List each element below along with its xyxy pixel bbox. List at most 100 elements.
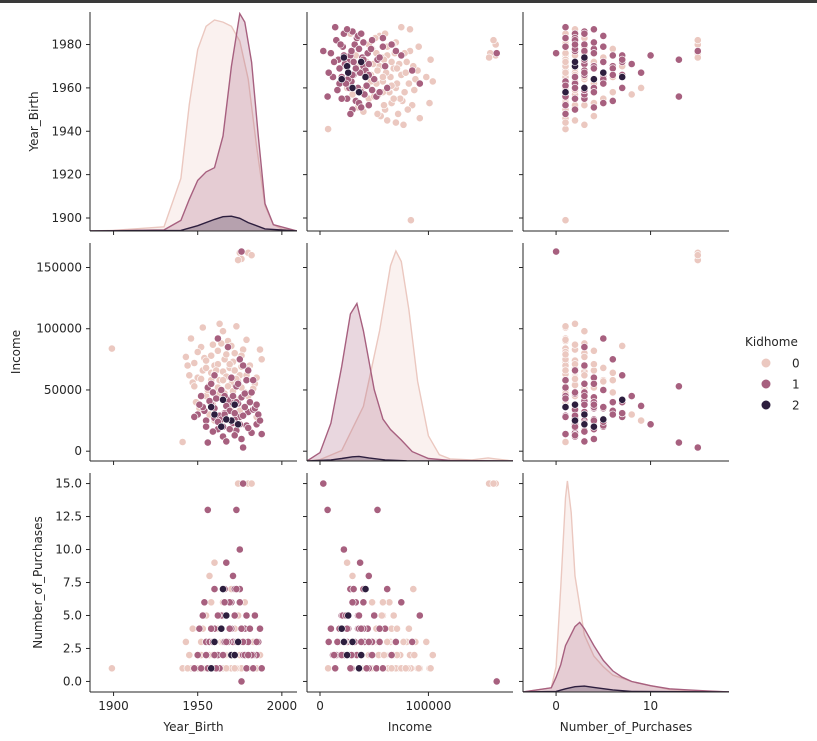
scatter-point: [618, 341, 627, 350]
kde-line-Income-kidhome-1: [307, 301, 513, 461]
scatter-point: [571, 58, 579, 66]
scatter-point: [242, 664, 251, 673]
scatter-point: [242, 335, 251, 344]
scatter-point: [256, 416, 264, 425]
scatter-point: [375, 88, 384, 97]
scatter-point: [637, 84, 645, 92]
scatter-point: [207, 598, 216, 607]
scatter-point: [373, 505, 382, 514]
scatter-point: [561, 366, 570, 375]
scatter-point: [561, 216, 570, 225]
scatter-point: [608, 355, 617, 364]
scatter-point: [618, 84, 627, 92]
scatter-point: [227, 373, 236, 382]
scatter-point: [608, 376, 617, 385]
scatter-point: [580, 327, 589, 336]
scatter-point: [344, 68, 353, 77]
scatter-point: [357, 29, 366, 38]
y-tick-label: 1940: [51, 124, 82, 138]
scatter-point: [409, 585, 418, 593]
scatter-point: [378, 34, 387, 42]
scatter-point: [219, 651, 227, 659]
scatter-point: [230, 366, 239, 375]
scatter-point: [561, 42, 570, 51]
scatter-point: [222, 611, 231, 620]
scatter-point: [580, 53, 589, 62]
scatter-point: [230, 400, 239, 409]
kde-fill-Income-kidhome-1: [307, 303, 513, 461]
panel-content: [552, 247, 702, 452]
scatter-point: [599, 68, 608, 77]
scatter-point: [208, 427, 217, 436]
scatter-point: [356, 558, 364, 567]
scatter-point: [234, 638, 242, 646]
scatter-point: [239, 443, 247, 452]
panel-Year_Birth-vs-Income: [303, 12, 513, 235]
scatter-point: [185, 651, 194, 659]
scatter-point: [608, 64, 617, 73]
scatter-point: [422, 73, 431, 81]
panel-content: [552, 23, 702, 225]
scatter-point: [349, 585, 358, 593]
scatter-point: [339, 53, 348, 62]
scatter-point: [580, 427, 589, 436]
scatter-point: [232, 505, 241, 514]
x-axis-label-Year_Birth: Year_Birth: [162, 720, 223, 734]
scatter-point: [627, 90, 636, 99]
y-tick-label: 50000: [44, 383, 82, 397]
y-tick-label: 1900: [51, 211, 82, 225]
scatter-point: [335, 64, 344, 73]
scatter-point: [361, 585, 370, 593]
scatter-point: [188, 624, 197, 633]
x-tick-label: 0: [552, 699, 560, 713]
scatter-point: [415, 79, 424, 88]
scatter-point: [410, 651, 419, 659]
scatter-point: [237, 624, 246, 633]
scatter-point: [324, 68, 333, 77]
panel-Number_of_Purchases-vs-Income: 0 100000: [303, 473, 513, 713]
scatter-point: [646, 51, 655, 60]
scatter-point: [608, 410, 617, 419]
scatter-point: [383, 84, 392, 92]
x-tick-label: 0: [316, 699, 324, 713]
scatter-point: [355, 664, 363, 673]
scatter-point: [561, 23, 570, 32]
scatter-point: [618, 409, 627, 418]
scatter-point: [552, 247, 560, 256]
scatter-point: [198, 323, 207, 332]
scatter-point: [235, 545, 244, 554]
scatter-point: [693, 36, 702, 45]
scatter-point: [414, 664, 423, 673]
scatter-point: [422, 638, 431, 646]
scatter-point: [377, 611, 386, 620]
scatter-point: [240, 403, 249, 411]
scatter-point: [406, 216, 415, 225]
scatter-point: [561, 118, 570, 127]
x-axis-label-Number_of_Purchases: Number_of_Purchases: [560, 720, 693, 734]
scatter-point: [212, 394, 221, 403]
scatter-point: [346, 664, 355, 673]
scatter-point: [362, 664, 371, 673]
scatter-point: [230, 431, 239, 440]
scatter-point: [219, 585, 227, 593]
scatter-point: [580, 379, 589, 388]
scatter-point: [402, 58, 411, 66]
scatter-point: [331, 664, 340, 673]
pairplot-axis-labels: Year_Birth Income Number_of_Purchases Year_…: [9, 91, 692, 734]
scatter-point: [249, 664, 258, 673]
scatter-point: [185, 371, 194, 380]
scatter-point: [599, 79, 608, 88]
scatter-point: [485, 53, 493, 62]
panel-Income-vs-Income: [303, 243, 513, 465]
scatter-point: [401, 68, 410, 77]
kde-fill-Year_Birth-kidhome-2: [90, 216, 297, 231]
scatter-point: [367, 45, 375, 53]
legend-title: Kidhome: [745, 335, 798, 349]
scatter-point: [324, 125, 332, 134]
scatter-point: [571, 40, 579, 49]
scatter-point: [580, 68, 589, 77]
legend-label-kidhome-1: 1: [792, 378, 800, 392]
scatter-point: [220, 598, 229, 607]
scatter-point: [349, 58, 358, 66]
